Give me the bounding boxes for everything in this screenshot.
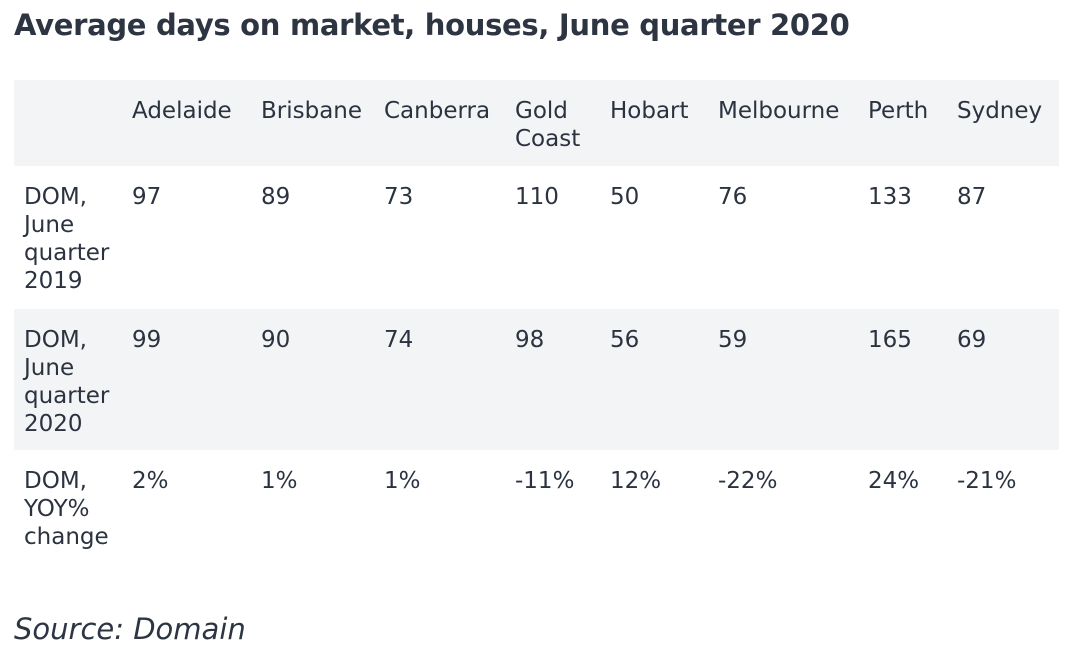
column-header: Melbourne <box>718 98 840 124</box>
table-cell: -21% <box>957 468 1017 494</box>
table-cell: 24% <box>868 468 920 494</box>
table-cell: 133 <box>868 184 912 210</box>
column-header: Perth <box>868 98 929 124</box>
page-title: Average days on market, houses, June qua… <box>14 8 850 42</box>
row-header: DOM, June quarter 2019 <box>24 184 110 294</box>
table-header-row: Adelaide Brisbane Canberra Gold Coast Ho… <box>14 80 1059 166</box>
column-header: Hobart <box>610 98 689 124</box>
table-cell: 87 <box>957 184 987 210</box>
column-header: Sydney <box>957 98 1043 124</box>
table-cell: 59 <box>718 327 748 353</box>
table-cell: 90 <box>261 327 291 353</box>
table-row: DOM, June quarter 2019 97 89 73 110 50 7… <box>14 166 1059 309</box>
table-cell: 98 <box>515 327 545 353</box>
table-cell: 76 <box>718 184 748 210</box>
table-cell: 56 <box>610 327 640 353</box>
column-header: Gold Coast <box>515 98 581 152</box>
table-row: DOM, June quarter 2020 99 90 74 98 56 59… <box>14 309 1059 450</box>
row-header: DOM, June quarter 2020 <box>24 327 110 437</box>
source-note: Source: Domain <box>14 612 246 646</box>
column-header: Adelaide <box>132 98 232 124</box>
table-cell: 73 <box>384 184 414 210</box>
table-cell: -11% <box>515 468 575 494</box>
table-cell: 74 <box>384 327 414 353</box>
column-header: Canberra <box>384 98 491 124</box>
table-cell: 97 <box>132 184 162 210</box>
column-header: Brisbane <box>261 98 363 124</box>
row-header: DOM, YOY% change <box>24 468 109 550</box>
table-cell: 89 <box>261 184 291 210</box>
table-cell: 1% <box>384 468 421 494</box>
table-cell: 12% <box>610 468 662 494</box>
table-cell: 69 <box>957 327 987 353</box>
table-cell: 165 <box>868 327 912 353</box>
days-on-market-table: Adelaide Brisbane Canberra Gold Coast Ho… <box>14 80 1059 570</box>
table-cell: 1% <box>261 468 298 494</box>
table-cell: -22% <box>718 468 778 494</box>
table-cell: 2% <box>132 468 169 494</box>
table-cell: 50 <box>610 184 640 210</box>
table-cell: 110 <box>515 184 559 210</box>
table-cell: 99 <box>132 327 162 353</box>
table-row: DOM, YOY% change 2% 1% 1% -11% 12% -22% … <box>14 450 1059 570</box>
